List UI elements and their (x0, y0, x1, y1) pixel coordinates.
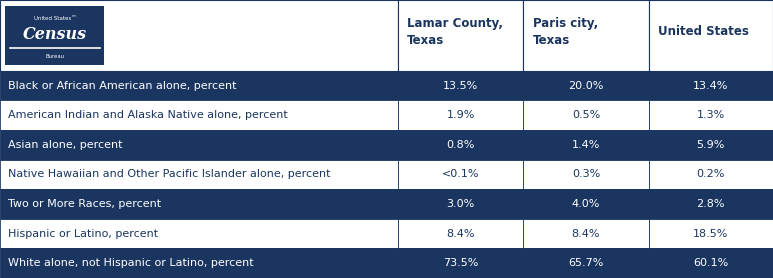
Text: Census: Census (23, 26, 87, 43)
Text: 0.8%: 0.8% (447, 140, 475, 150)
Bar (398, 71, 523, 100)
Bar (5, 6, 104, 65)
Bar (0, 249, 398, 278)
Text: Hispanic or Latino, percent: Hispanic or Latino, percent (8, 229, 158, 239)
Bar (398, 160, 523, 189)
Text: 13.5%: 13.5% (443, 81, 478, 91)
Bar (398, 100, 523, 130)
Bar (523, 100, 649, 130)
Bar (523, 0, 649, 71)
Text: Lamar County,
Texas: Lamar County, Texas (407, 17, 503, 47)
Text: Paris city,
Texas: Paris city, Texas (533, 17, 598, 47)
Bar (523, 219, 649, 249)
Text: 18.5%: 18.5% (693, 229, 728, 239)
Bar (649, 219, 773, 249)
Text: 73.5%: 73.5% (443, 258, 478, 268)
Text: 1.3%: 1.3% (696, 110, 725, 120)
Text: 5.9%: 5.9% (696, 140, 725, 150)
Bar (0, 219, 398, 249)
Bar (649, 249, 773, 278)
Bar (0, 189, 398, 219)
Text: 4.0%: 4.0% (572, 199, 600, 209)
Bar (398, 189, 523, 219)
Bar (0, 100, 398, 130)
Text: 8.4%: 8.4% (447, 229, 475, 239)
Bar (649, 100, 773, 130)
Bar (398, 130, 523, 160)
Bar (649, 71, 773, 100)
Bar (523, 160, 649, 189)
Bar (649, 130, 773, 160)
Bar (523, 71, 649, 100)
Bar (523, 189, 649, 219)
Text: 60.1%: 60.1% (693, 258, 728, 268)
Text: 0.5%: 0.5% (572, 110, 600, 120)
Bar (523, 249, 649, 278)
Bar (523, 130, 649, 160)
Bar (0, 160, 398, 189)
Text: 2.8%: 2.8% (696, 199, 725, 209)
Text: United States: United States (658, 25, 749, 38)
Bar (649, 189, 773, 219)
Text: 3.0%: 3.0% (447, 199, 475, 209)
Text: 20.0%: 20.0% (568, 81, 604, 91)
Text: Black or African American alone, percent: Black or African American alone, percent (8, 81, 237, 91)
Text: United States™: United States™ (33, 16, 77, 21)
Text: 0.2%: 0.2% (696, 170, 725, 179)
Bar (0, 0, 398, 71)
Bar (398, 249, 523, 278)
Text: 1.9%: 1.9% (447, 110, 475, 120)
Bar (398, 0, 523, 71)
Text: White alone, not Hispanic or Latino, percent: White alone, not Hispanic or Latino, per… (8, 258, 254, 268)
Text: 13.4%: 13.4% (693, 81, 728, 91)
Text: 1.4%: 1.4% (572, 140, 600, 150)
Text: 65.7%: 65.7% (568, 258, 604, 268)
Bar (0, 71, 398, 100)
Bar (649, 0, 773, 71)
Text: Two or More Races, percent: Two or More Races, percent (8, 199, 161, 209)
Text: 8.4%: 8.4% (572, 229, 600, 239)
Text: <0.1%: <0.1% (442, 170, 479, 179)
Text: Bureau: Bureau (46, 54, 64, 59)
Bar (0, 130, 398, 160)
Bar (398, 219, 523, 249)
Text: Native Hawaiian and Other Pacific Islander alone, percent: Native Hawaiian and Other Pacific Island… (8, 170, 330, 179)
Text: 0.3%: 0.3% (572, 170, 600, 179)
Bar (649, 160, 773, 189)
Text: Asian alone, percent: Asian alone, percent (8, 140, 122, 150)
Text: American Indian and Alaska Native alone, percent: American Indian and Alaska Native alone,… (8, 110, 288, 120)
